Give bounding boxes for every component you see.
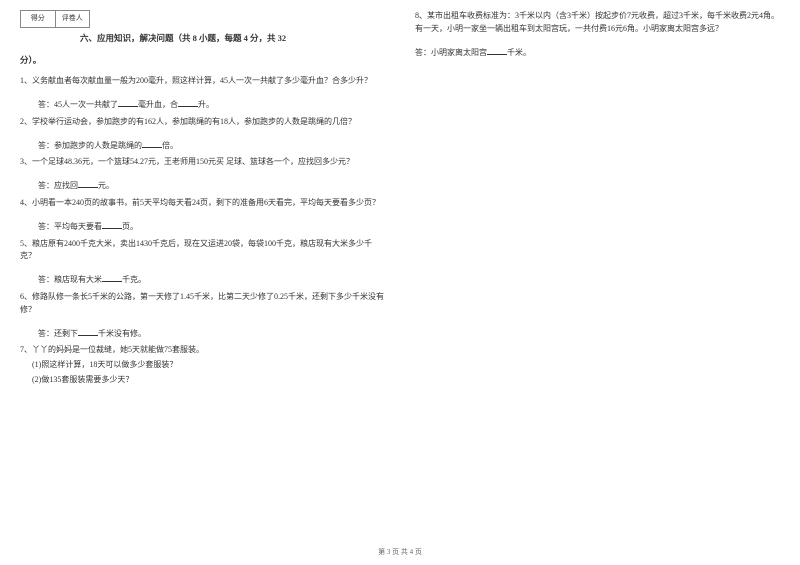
answer-1-text-c: 升。 (198, 100, 214, 109)
answer-5: 答：粮店现有大米 千克。 (38, 273, 385, 287)
answer-8-text-a: 答：小明家离太阳宫 (415, 48, 487, 57)
question-3: 3、一个足球48.36元，一个篮球54.27元，王老师用150元买 足球、篮球各… (20, 156, 385, 169)
answer-4: 答：平均每天要看 页。 (38, 220, 385, 234)
blank (142, 139, 162, 148)
answer-1-text-a: 答：45人一次一共献了 (38, 100, 118, 109)
answer-1-text-b: 毫升血，合 (138, 100, 178, 109)
answer-4-text-a: 答：平均每天要看 (38, 222, 102, 231)
blank (78, 179, 98, 188)
grader-label: 评卷人 (56, 11, 90, 27)
score-box: 得分 评卷人 (20, 10, 90, 28)
answer-3-text-b: 元。 (98, 181, 114, 190)
question-6: 6、修路队修一条长5千米的公路，第一天修了1.45千米，比第二天少修了0.25千… (20, 291, 385, 317)
question-1: 1、义务献血者每次献血量一般为200毫升，照这样计算，45人一次一共献了多少毫升… (20, 75, 385, 88)
answer-2-text-a: 答：参加跑步的人数是跳绳的 (38, 141, 142, 150)
question-4: 4、小明看一本240页的故事书，前5天平均每天看24页，剩下的准备用6天看完，平… (20, 197, 385, 210)
blank (178, 98, 198, 107)
score-label: 得分 (21, 11, 56, 27)
section-title-line1: 六、应用知识，解决问题（共 8 小题，每题 4 分，共 32 (80, 32, 385, 46)
answer-6-text-b: 千米没有修。 (98, 329, 146, 338)
blank (102, 220, 122, 229)
left-column: 得分 评卷人 六、应用知识，解决问题（共 8 小题，每题 4 分，共 32 分）… (20, 10, 385, 389)
question-7-2: (2)做135套服装需要多少天？ (32, 374, 385, 387)
answer-2-text-b: 倍。 (162, 141, 178, 150)
answer-4-text-b: 页。 (122, 222, 138, 231)
right-column: 8、某市出租车收费标准为：3千米以内（含3千米）按起步价7元收费，超过3千米，每… (415, 10, 780, 389)
answer-1: 答：45人一次一共献了 毫升血，合 升。 (38, 98, 385, 112)
question-8: 8、某市出租车收费标准为：3千米以内（含3千米）按起步价7元收费，超过3千米，每… (415, 10, 780, 36)
page-footer: 第 3 页 共 4 页 (0, 547, 800, 557)
answer-3: 答：应找回 元。 (38, 179, 385, 193)
question-2: 2、学校举行运动会，参加跑步的有162人，参加跳绳的有18人，参加跑步的人数是跳… (20, 116, 385, 129)
blank (78, 327, 98, 336)
section-title-line2: 分）。 (20, 54, 385, 68)
blank (102, 273, 122, 282)
blank (118, 98, 138, 107)
question-5: 5、粮店原有2400千克大米，卖出1430千克后，现在又运进20袋，每袋100千… (20, 238, 385, 264)
answer-5-text-a: 答：粮店现有大米 (38, 275, 102, 284)
question-7-1: (1)照这样计算，18天可以做多少套服装？ (32, 359, 385, 372)
blank (487, 46, 507, 55)
answer-6: 答：还剩下 千米没有修。 (38, 327, 385, 341)
answer-6-text-a: 答：还剩下 (38, 329, 78, 338)
answer-3-text-a: 答：应找回 (38, 181, 78, 190)
answer-2: 答：参加跑步的人数是跳绳的 倍。 (38, 139, 385, 153)
page-container: 得分 评卷人 六、应用知识，解决问题（共 8 小题，每题 4 分，共 32 分）… (0, 0, 800, 389)
answer-5-text-b: 千克。 (122, 275, 146, 284)
answer-8: 答：小明家离太阳宫 千米。 (415, 46, 780, 60)
answer-8-text-b: 千米。 (507, 48, 531, 57)
question-7: 7、丫丫的妈妈是一位裁缝，她5天就能做75套服装。 (20, 344, 385, 357)
